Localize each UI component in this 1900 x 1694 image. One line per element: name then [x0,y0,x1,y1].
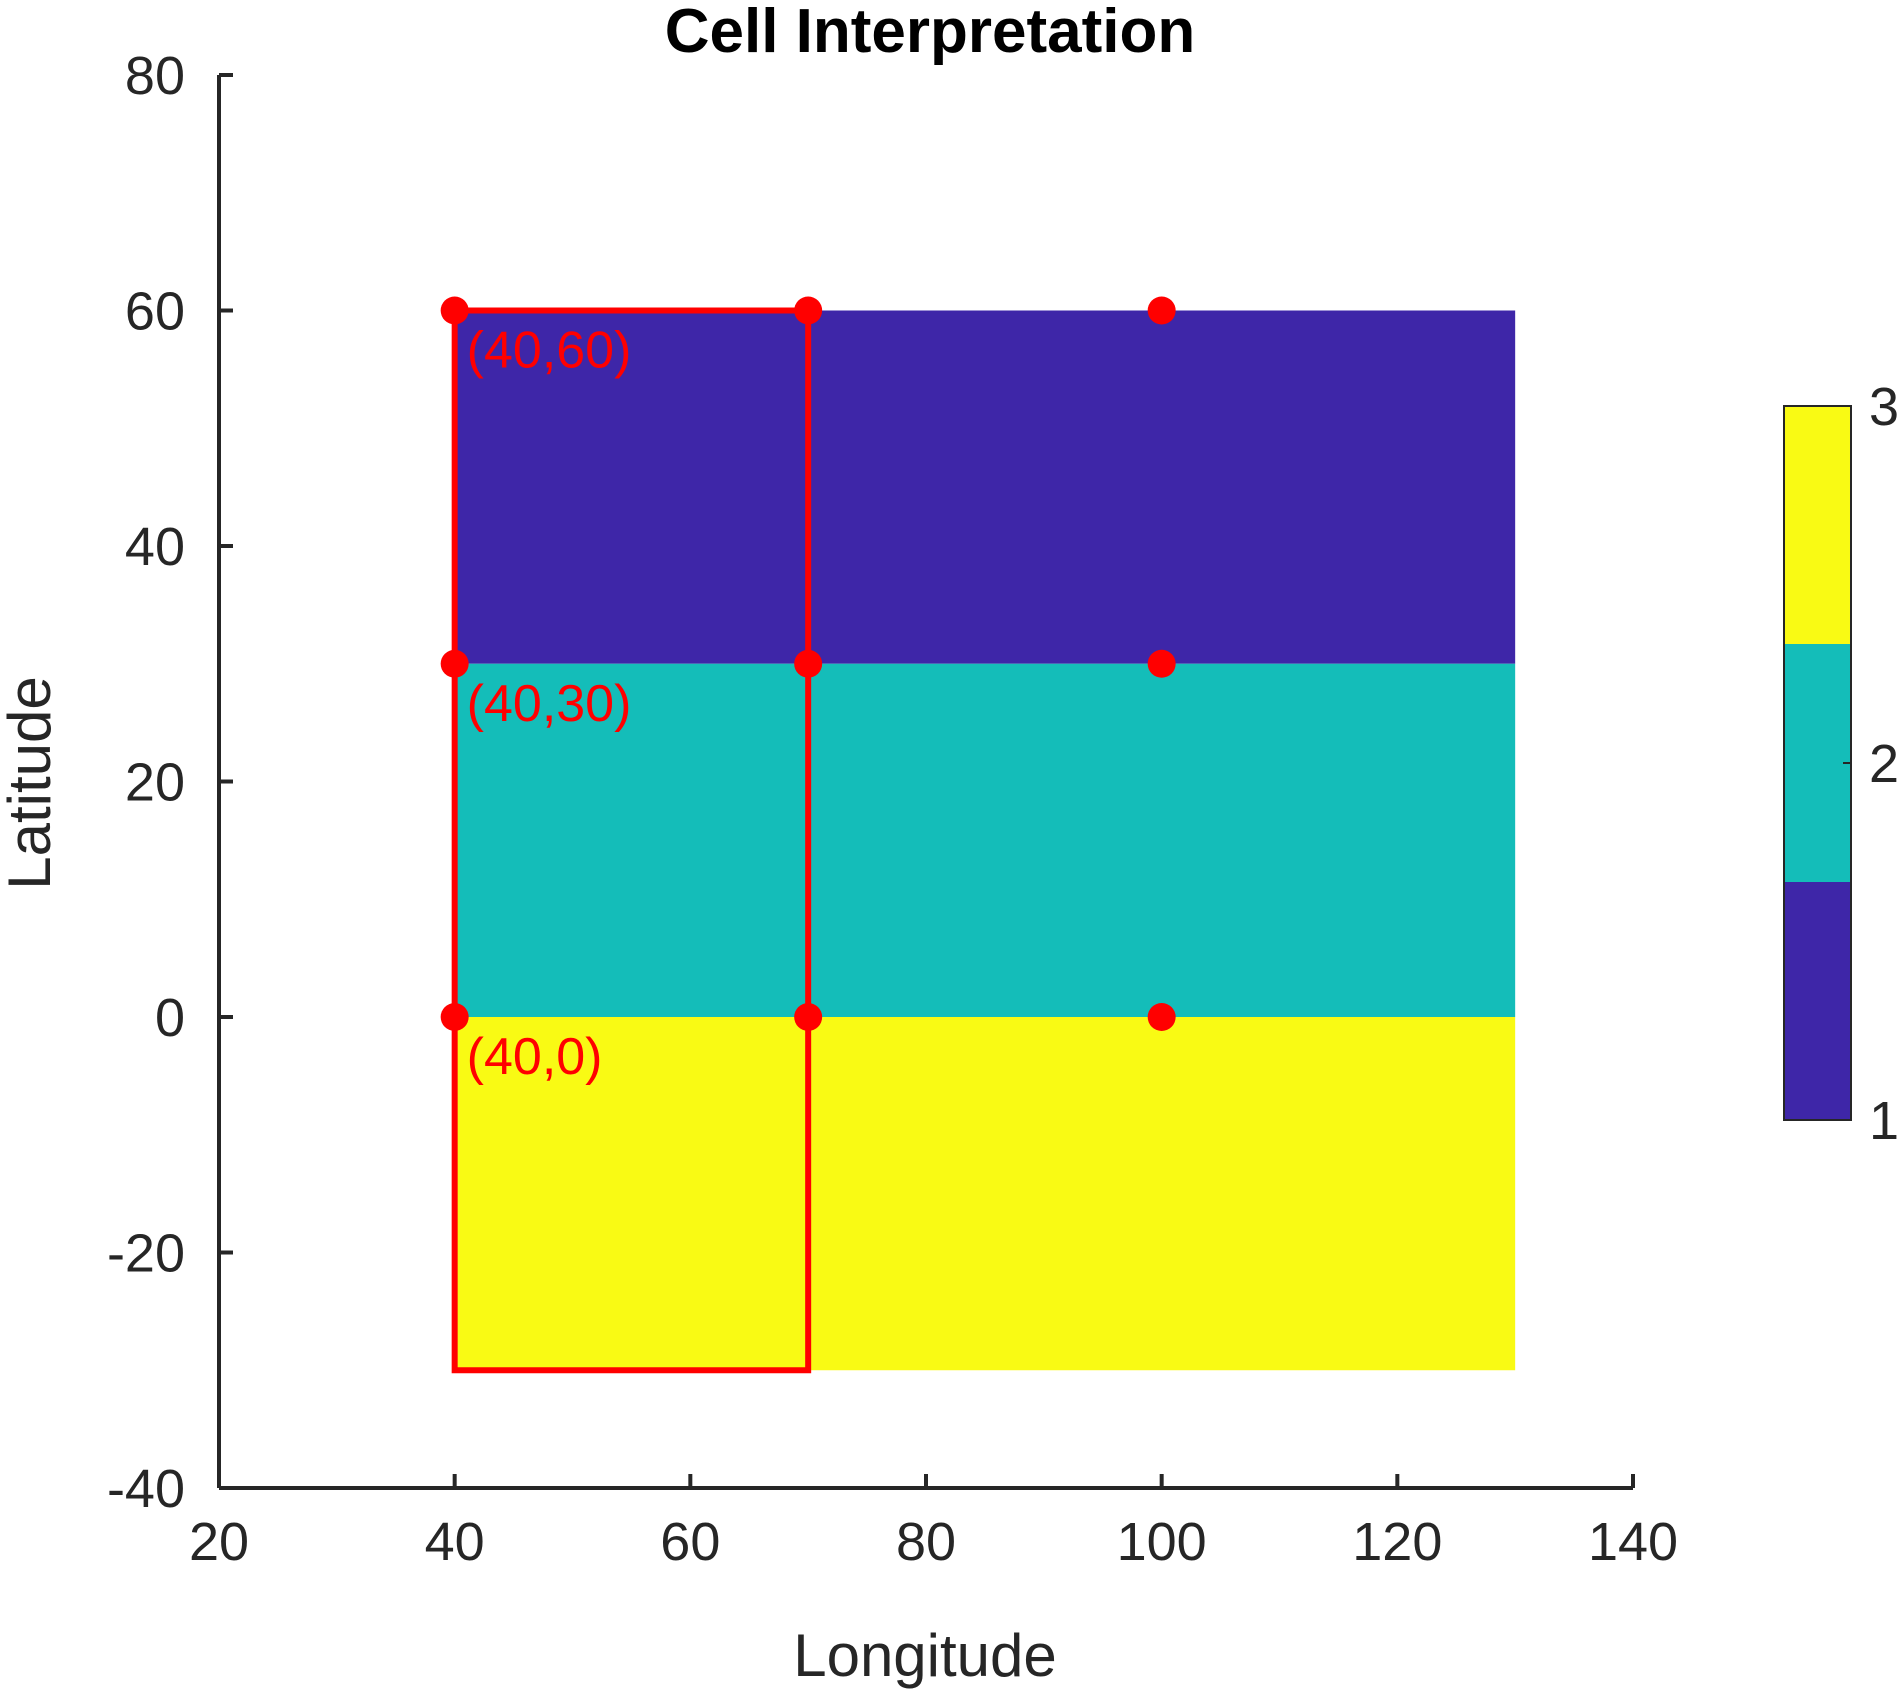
colorbar-tick-label: 1 [1869,1091,1899,1151]
point-annotation: (40,30) [467,675,632,733]
heatmap-cell-1 [454,310,1516,664]
colorbar-segment [1784,644,1851,882]
x-tick-label: 80 [896,1512,956,1572]
point-annotations: (40,60) (40,30) (40,0) [467,322,632,1087]
highlight-outline [451,307,812,1374]
y-axis-label: Latitude [0,676,63,890]
grid-point [1147,296,1176,325]
grid-point [440,649,469,678]
axes: 20 40 60 80 100 120 140 -40 -20 0 20 40 60 80 [107,46,1678,1572]
colorbar-segment [1784,882,1851,1120]
heatmap-cell-3 [454,1017,1516,1371]
y-tick-label: 20 [125,753,185,813]
y-tick-label: -40 [107,1459,185,1519]
grid-point [794,1003,823,1031]
grid-point [794,296,823,325]
x-tick-label: 20 [189,1512,249,1572]
colorbar-tick-label: 3 [1869,377,1899,437]
x-tick-label: 140 [1588,1512,1678,1572]
heatmap-cell-2 [454,663,1516,1017]
x-tick-label: 60 [660,1512,720,1572]
grid-point [794,649,823,678]
grid-points [440,296,1176,1031]
x-tick-label: 100 [1117,1512,1207,1572]
colorbar: 1 2 3 [1783,377,1899,1151]
point-annotation: (40,60) [467,322,632,380]
grid-point [1147,1003,1176,1031]
y-tick-label: -20 [107,1224,185,1284]
highlight-cell-outline [451,307,812,1374]
grid-point [1147,649,1176,678]
x-tick-label: 120 [1352,1512,1442,1572]
y-tick-label: 0 [155,988,185,1048]
y-tick-label: 40 [125,517,185,577]
y-tick-label: 60 [125,282,185,342]
grid-point [440,1003,469,1031]
x-tick-label: 40 [425,1512,485,1572]
colorbar-segment [1784,406,1851,644]
x-axis-label: Longitude [793,1622,1057,1689]
colorbar-tick-label: 2 [1869,734,1899,794]
chart-title: Cell Interpretation [665,0,1196,66]
point-annotation: (40,0) [467,1028,603,1086]
heatmap-cells [454,310,1516,1371]
grid-point [440,296,469,325]
y-tick-label: 80 [125,46,185,106]
